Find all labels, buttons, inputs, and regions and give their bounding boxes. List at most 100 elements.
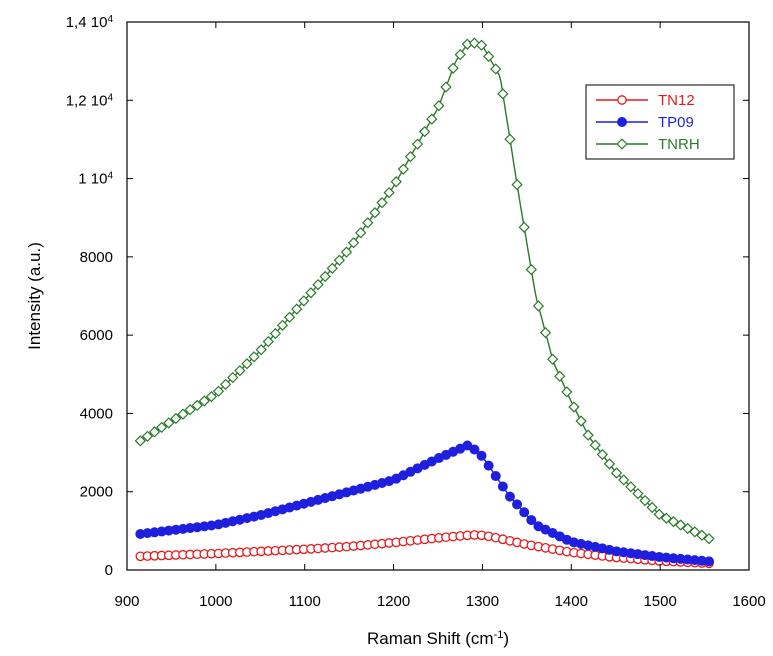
data-point xyxy=(219,378,232,391)
data-point xyxy=(269,327,282,340)
data-point xyxy=(469,444,480,455)
data-point xyxy=(589,439,601,451)
data-point xyxy=(404,151,417,163)
y-tick-label: 1,2 104 xyxy=(66,92,114,110)
data-point xyxy=(376,197,388,209)
data-point xyxy=(704,556,715,567)
data-point xyxy=(362,217,374,229)
data-point xyxy=(476,450,487,461)
data-point xyxy=(490,471,501,482)
data-point xyxy=(616,138,628,150)
data-point xyxy=(411,138,424,150)
x-axis-title: Raman Shift (cm-1) xyxy=(367,629,509,648)
y-tick-label: 0 xyxy=(105,562,113,579)
data-point xyxy=(511,178,523,191)
x-tick-label: 1400 xyxy=(555,593,588,610)
data-point xyxy=(653,508,665,520)
data-point xyxy=(519,507,530,518)
data-point xyxy=(397,163,409,175)
x-tick-label: 1200 xyxy=(377,593,410,610)
data-point xyxy=(184,404,196,416)
data-point xyxy=(227,371,239,384)
x-tick-label: 900 xyxy=(114,593,139,610)
legend-item-tp09: TP09 xyxy=(596,114,694,131)
data-point xyxy=(660,512,673,524)
data-point xyxy=(262,335,274,348)
data-point xyxy=(291,303,303,315)
data-point xyxy=(198,395,210,407)
data-point xyxy=(603,458,616,470)
data-point xyxy=(319,270,331,283)
data-point xyxy=(369,207,381,219)
data-point xyxy=(632,488,644,500)
data-point xyxy=(305,287,317,299)
data-point xyxy=(141,430,154,443)
data-point xyxy=(148,426,161,438)
data-point xyxy=(518,221,530,233)
data-point xyxy=(703,533,715,545)
plot-area xyxy=(126,21,750,571)
data-point xyxy=(674,519,687,531)
y-tick-label: 1 104 xyxy=(78,170,113,188)
data-point xyxy=(170,412,182,425)
data-point xyxy=(177,408,189,420)
data-point xyxy=(333,254,346,266)
data-point xyxy=(134,435,146,447)
data-point xyxy=(156,421,168,434)
data-point xyxy=(475,39,488,51)
legend-item-tn12: TN12 xyxy=(596,92,695,109)
data-point xyxy=(639,494,651,507)
x-tick-label: 1000 xyxy=(199,593,232,610)
data-point xyxy=(526,515,537,526)
data-point xyxy=(426,113,438,125)
data-point xyxy=(696,529,708,541)
y-tick-label: 1,4 104 xyxy=(66,14,114,32)
data-point xyxy=(163,417,175,429)
data-point xyxy=(447,62,459,74)
data-point xyxy=(326,262,338,275)
x-tick-label: 1300 xyxy=(466,593,499,610)
data-point xyxy=(497,88,509,100)
data-point xyxy=(682,522,694,535)
series-layer xyxy=(134,37,715,569)
legend-label: TN12 xyxy=(658,92,695,109)
data-point xyxy=(340,246,353,258)
data-point xyxy=(390,176,402,188)
y-tick-label: 2000 xyxy=(80,484,113,501)
data-point xyxy=(596,448,609,461)
data-point xyxy=(617,95,627,105)
legend-item-tnrh: TNRH xyxy=(596,136,700,153)
data-point xyxy=(255,344,267,356)
data-point xyxy=(525,263,537,276)
x-tick-label: 1500 xyxy=(643,593,676,610)
data-point xyxy=(276,319,289,332)
series-tn12 xyxy=(135,530,714,569)
data-point xyxy=(191,399,203,412)
data-point xyxy=(504,133,516,145)
data-point xyxy=(454,48,466,61)
data-point xyxy=(575,415,587,427)
x-tick-label: 1100 xyxy=(289,593,321,610)
data-point xyxy=(355,227,367,239)
series-tnrh xyxy=(134,37,715,545)
data-point xyxy=(504,491,515,502)
data-point xyxy=(483,50,495,63)
data-point xyxy=(617,117,627,127)
data-point xyxy=(512,499,523,510)
y-tick-label: 8000 xyxy=(80,249,113,266)
data-point xyxy=(419,125,431,138)
y-axis-title: Intensity (a.u.) xyxy=(25,242,44,350)
data-point xyxy=(689,526,701,538)
y-tick-label: 6000 xyxy=(80,327,113,344)
x-axis-ticks: 900 1000 1100 1200 1300 1400 1500 1600 xyxy=(114,22,766,610)
legend: TN12 TP09 TNRH xyxy=(585,84,735,160)
legend-label: TNRH xyxy=(658,136,700,153)
data-point xyxy=(298,295,310,307)
data-point xyxy=(212,385,225,397)
data-point xyxy=(582,429,594,441)
data-point xyxy=(490,63,502,75)
data-point xyxy=(539,326,552,339)
data-point xyxy=(205,390,218,403)
data-point xyxy=(234,364,246,377)
